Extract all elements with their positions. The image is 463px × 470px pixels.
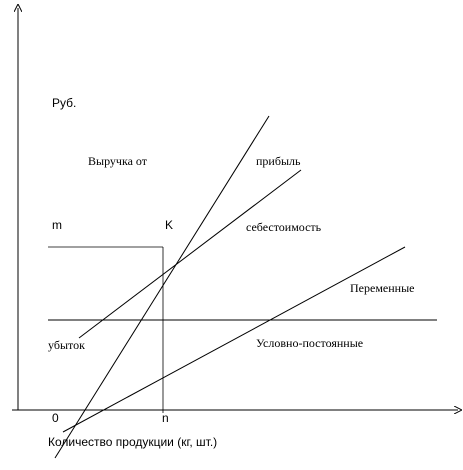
origin-label: 0 [52,411,59,425]
revenue-line [54,115,270,459]
cost-label: себестоимость [246,220,322,234]
x-axis-label: Количество продукции (кг, шт.) [48,435,217,449]
variable-costs-line [62,246,406,433]
variable-label: Переменные [350,281,414,295]
y-axis-label: Руб. [52,96,76,110]
revenue-label: Выручка от [88,154,148,168]
loss-label: убыток [48,338,85,352]
break-even-point-label: K [165,218,173,232]
profit-label: прибыль [256,154,301,168]
x-mark-label: n [162,411,169,425]
y-mark-label: m [52,218,62,232]
total-cost-line [78,169,302,339]
fixed-label: Условно-постоянные [256,336,363,350]
